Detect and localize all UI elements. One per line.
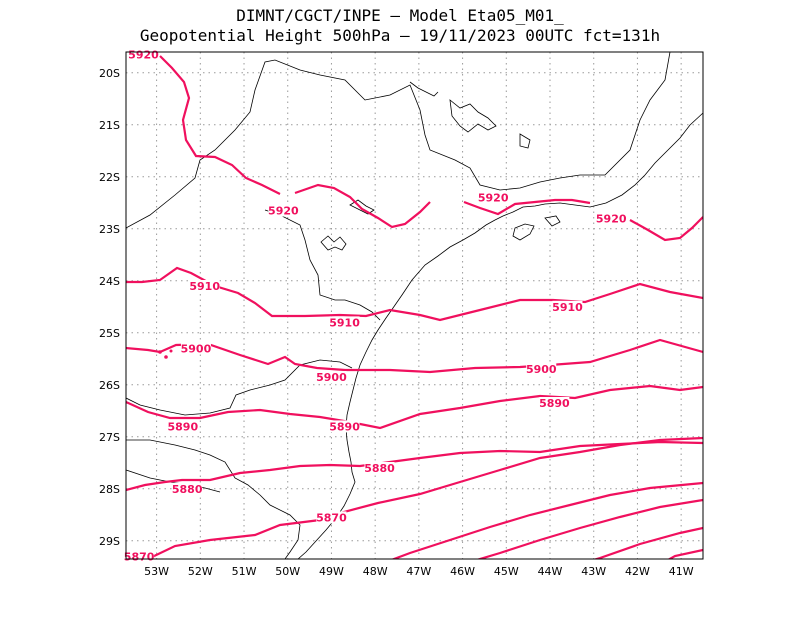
coastlines-borders: [126, 52, 703, 559]
contour-5890: [126, 384, 703, 430]
lon-tick-label: 43W: [581, 565, 606, 578]
lon-tick-label: 50W: [275, 565, 300, 578]
lon-tick-label: 42W: [625, 565, 650, 578]
contour-5920-east: [463, 198, 591, 216]
lat-tick-label: 29S: [99, 535, 120, 548]
lon-tick-label: 44W: [538, 565, 563, 578]
contour-label: 5890: [168, 420, 199, 433]
contour-5920-tail: [629, 216, 703, 242]
lat-tick-label: 21S: [99, 119, 120, 132]
contour-label-bg: [268, 204, 299, 217]
contour-label: 5890: [539, 397, 570, 410]
contour-label-bg: [329, 420, 360, 433]
contour-label-bg: [526, 363, 557, 376]
lat-tick-label: 22S: [99, 171, 120, 184]
border: [264, 209, 381, 321]
contour-5870: [143, 436, 703, 559]
contour-label: 5920: [478, 192, 509, 205]
contour-label-bg: [189, 280, 220, 292]
lat-tick-label: 28S: [99, 483, 120, 496]
lat-tick-label: 20S: [99, 67, 120, 80]
contour-label: 5890: [329, 420, 360, 433]
contour-5920-west: [159, 55, 281, 195]
lon-tick-label: 45W: [494, 565, 519, 578]
contour-label: 5900: [316, 371, 347, 384]
contour-south-4: [667, 548, 703, 559]
lat-tick-label: 23S: [99, 223, 120, 236]
river: [320, 235, 347, 251]
contour-label-bg: [478, 191, 509, 204]
coastline-bay: [512, 215, 561, 241]
lat-tick-label: 26S: [99, 379, 120, 392]
lon-tick-label: 41W: [669, 565, 694, 578]
contour-label: 5910: [552, 301, 583, 314]
contour-label-bg: [180, 342, 211, 355]
contour-label-bg: [167, 420, 198, 433]
lon-tick-label: 47W: [406, 565, 431, 578]
lon-tick-label: 53W: [144, 565, 169, 578]
river: [409, 81, 439, 97]
river: [519, 133, 531, 149]
contour-label-bg: [316, 511, 347, 524]
contour-label: 5870: [124, 550, 155, 563]
contour-blobs: [158, 349, 173, 359]
contour-label: 5880: [364, 462, 395, 475]
contour-5880: [126, 440, 703, 492]
lat-lon-grid: [126, 52, 703, 559]
contour-label-bg: [364, 462, 395, 474]
lat-tick-label: 25S: [99, 327, 120, 340]
border: [126, 439, 301, 559]
contour-label: 5920: [128, 49, 159, 62]
latitude-axis: 20S 21S 22S 23S 24S 25S 26S 27S 28S 29S: [99, 67, 120, 548]
lon-tick-label: 48W: [363, 565, 388, 578]
river: [449, 99, 497, 133]
contour-label-bg: [539, 397, 570, 409]
river: [349, 199, 375, 215]
contour-south-1: [390, 481, 703, 559]
contour-5900: [126, 338, 703, 374]
contour-label: 5870: [316, 511, 347, 524]
contour-label: 5920: [268, 205, 299, 218]
contour-5910: [126, 266, 703, 322]
longitude-axis: 53W 52W 51W 50W 49W 48W 47W 46W 45W 44W 43W 42W 41W: [144, 565, 694, 578]
contour-south-3: [592, 526, 703, 559]
lon-tick-label: 46W: [450, 565, 475, 578]
contour-label-bg: [329, 316, 360, 329]
lon-tick-label: 49W: [319, 565, 344, 578]
contour-label: 5910: [329, 316, 360, 329]
coastline: [297, 112, 703, 559]
contour-label: 5910: [189, 280, 220, 293]
map-subtitle: Geopotential Height 500hPa – 19/11/2023 …: [139, 26, 661, 45]
contour-label-bg: [552, 300, 583, 313]
contour-label-bg: [596, 212, 627, 225]
contour-labels: 5920 5920 5920 5920 5910 5910 5910 5900 5900 5900…: [124, 48, 627, 563]
contour-label-bg: [172, 482, 203, 495]
contour-label: 5900: [526, 363, 557, 376]
contour-label: 5920: [596, 212, 627, 225]
height-contours: [126, 55, 703, 559]
lon-tick-label: 52W: [188, 565, 213, 578]
border: [126, 52, 671, 229]
contour-label: 5880: [172, 483, 203, 496]
border: [126, 359, 353, 416]
map-title: DIMNT/CGCT/INPE – Model Eta05_M01_: [236, 6, 564, 25]
contour-5920-central: [294, 183, 431, 229]
contour-label-bg: [316, 371, 347, 383]
contour-south-2: [476, 498, 703, 559]
plot-frame: [125, 51, 704, 560]
contour-label: 5900: [181, 342, 212, 355]
lon-tick-label: 51W: [232, 565, 257, 578]
lat-tick-label: 24S: [99, 275, 120, 288]
lat-tick-label: 27S: [99, 431, 120, 444]
